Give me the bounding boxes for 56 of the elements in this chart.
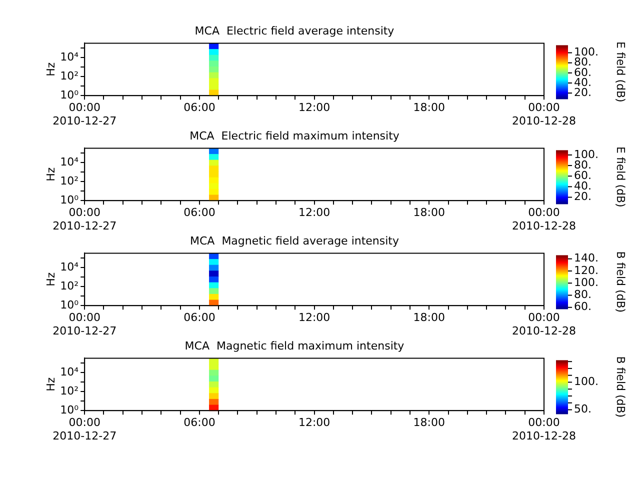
x-tick-label: 12:00 bbox=[298, 206, 330, 220]
x-tick-label: 00:00 2010-12-27 bbox=[52, 416, 117, 442]
x-tick-label: 00:00 2010-12-28 bbox=[512, 416, 576, 442]
color-bar-label: 60. bbox=[574, 300, 592, 314]
x-tick-label: 12:00 bbox=[298, 101, 330, 114]
y-tick-label: 10⁰ bbox=[60, 298, 80, 312]
chart-title: MCA Electric field maximum intensity bbox=[190, 129, 400, 142]
color-bar-title: E field (dB) bbox=[614, 146, 628, 208]
x-tick-label: 00:00 2010-12-28 bbox=[512, 311, 576, 338]
chart-title: MCA Magnetic field maximum intensity bbox=[184, 339, 405, 352]
y-axis-title: Hz bbox=[44, 377, 58, 392]
x-tick-label: 06:00 bbox=[184, 416, 216, 430]
color-bar-label: 80. bbox=[574, 158, 592, 172]
y-tick-label: 10⁴ bbox=[60, 50, 80, 64]
color-bar-label: 100. bbox=[574, 148, 598, 161]
color-bar-title: E field (dB) bbox=[614, 42, 628, 102]
y-tick-label: 10⁴ bbox=[60, 365, 80, 378]
x-tick-label: 18:00 bbox=[413, 101, 446, 114]
color-bar-label: 100. bbox=[574, 276, 598, 289]
chart-title: MCA Electric field average intensity bbox=[194, 24, 395, 38]
y-tick-label: 10⁰ bbox=[60, 403, 80, 416]
y-axis-title: Hz bbox=[44, 167, 58, 182]
x-tick-label: 18:00 bbox=[413, 206, 446, 220]
x-tick-label: 06:00 bbox=[184, 101, 216, 114]
color-bar-label: 120. bbox=[574, 264, 598, 277]
x-tick-label: 18:00 bbox=[413, 311, 446, 324]
color-bar-label: 140. bbox=[574, 252, 598, 265]
x-tick-label: 12:00 bbox=[298, 416, 330, 430]
y-tick-label: 10⁴ bbox=[60, 155, 80, 168]
x-tick-label: 00:00 2010-12-27 bbox=[52, 311, 117, 338]
x-tick-label: 18:00 bbox=[413, 416, 446, 430]
color-bar-label: 60. bbox=[574, 168, 592, 182]
x-tick-label: 00:00 2010-12-28 bbox=[512, 206, 576, 232]
y-axis-title: Hz bbox=[44, 62, 58, 76]
color-bar-label: 100. bbox=[574, 375, 598, 388]
color-bar-label: 80. bbox=[574, 288, 592, 302]
y-tick-label: 10⁰ bbox=[60, 193, 80, 206]
y-tick-label: 10² bbox=[60, 69, 79, 82]
y-tick-label: 10⁰ bbox=[60, 88, 80, 102]
x-tick-label: 00:00 2010-12-27 bbox=[52, 101, 117, 128]
x-tick-label: 12:00 bbox=[298, 311, 330, 324]
y-tick-label: 10² bbox=[60, 279, 79, 292]
y-tick-label: 10² bbox=[60, 384, 79, 398]
color-bar-title: B field (dB) bbox=[614, 251, 628, 313]
x-tick-label: 06:00 bbox=[184, 311, 216, 324]
x-tick-label: 06:00 bbox=[184, 206, 216, 220]
color-bar-label: 40. bbox=[574, 180, 592, 193]
color-bar-label: 50. bbox=[574, 402, 592, 416]
y-tick-label: 10² bbox=[60, 174, 79, 188]
x-tick-label: 00:00 2010-12-27 bbox=[52, 206, 117, 232]
y-tick-label: 10⁴ bbox=[60, 260, 80, 274]
color-bar-title: B field (dB) bbox=[614, 356, 628, 418]
chart-title: MCA Magnetic field average intensity bbox=[190, 234, 400, 248]
y-axis-title: Hz bbox=[44, 272, 58, 286]
x-tick-label: 00:00 2010-12-28 bbox=[512, 101, 576, 128]
color-bar-label: 20. bbox=[574, 190, 592, 204]
